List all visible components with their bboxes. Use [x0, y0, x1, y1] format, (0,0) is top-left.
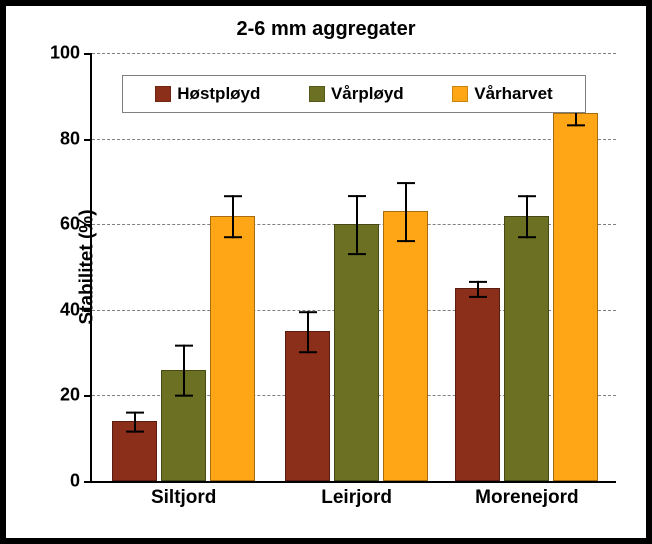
bar — [553, 113, 598, 481]
legend-swatch-icon — [155, 86, 171, 102]
bar-group: Siltjord — [112, 216, 255, 481]
y-tick-label: 80 — [60, 128, 80, 149]
chart-area: Stabilitet (%) Høstpløyd Vårpløyd Vårhar… — [22, 45, 630, 515]
y-tick-mark — [84, 53, 92, 55]
y-tick-label: 0 — [70, 471, 80, 492]
bars-layer: SiltjordLeirjordMorenejord — [92, 53, 616, 481]
error-bar — [517, 195, 537, 238]
legend-item-varployd: Vårpløyd — [309, 84, 404, 104]
y-tick-mark — [84, 139, 92, 141]
chart-frame: 2-6 mm aggregater Stabilitet (%) Høstplø… — [0, 0, 652, 544]
bar — [383, 211, 428, 481]
category-label: Morenejord — [475, 487, 578, 509]
chart-title: 2-6 mm aggregater — [22, 18, 630, 41]
y-tick-label: 20 — [60, 385, 80, 406]
y-tick-label: 60 — [60, 214, 80, 235]
plot-area: Stabilitet (%) Høstpløyd Vårpløyd Vårhar… — [90, 53, 616, 483]
bar-group: Leirjord — [285, 211, 428, 481]
error-bar — [174, 345, 194, 396]
bar — [161, 370, 206, 481]
error-bar — [223, 195, 243, 238]
legend-swatch-icon — [452, 86, 468, 102]
y-tick-mark — [84, 395, 92, 397]
legend-item-varharvet: Vårharvet — [452, 84, 552, 104]
legend: Høstpløyd Vårpløyd Vårharvet — [122, 75, 586, 113]
y-tick-mark — [84, 481, 92, 483]
category-label: Leirjord — [321, 487, 392, 509]
legend-label: Høstpløyd — [177, 84, 260, 104]
error-bar — [298, 311, 318, 354]
bar — [455, 288, 500, 481]
legend-swatch-icon — [309, 86, 325, 102]
bar — [285, 331, 330, 481]
bar — [504, 216, 549, 481]
y-tick-label: 100 — [50, 43, 80, 64]
legend-item-hostployd: Høstpløyd — [155, 84, 260, 104]
error-bar — [396, 182, 416, 242]
category-label: Siltjord — [151, 487, 216, 509]
y-tick-label: 40 — [60, 299, 80, 320]
y-tick-mark — [84, 310, 92, 312]
y-tick-mark — [84, 224, 92, 226]
error-bar — [125, 411, 145, 432]
legend-label: Vårpløyd — [331, 84, 404, 104]
legend-label: Vårharvet — [474, 84, 552, 104]
error-bar — [468, 281, 488, 298]
bar-group: Morenejord — [455, 113, 598, 481]
error-bar — [347, 195, 367, 255]
bar — [112, 421, 157, 481]
bar — [334, 224, 379, 481]
bar — [210, 216, 255, 481]
